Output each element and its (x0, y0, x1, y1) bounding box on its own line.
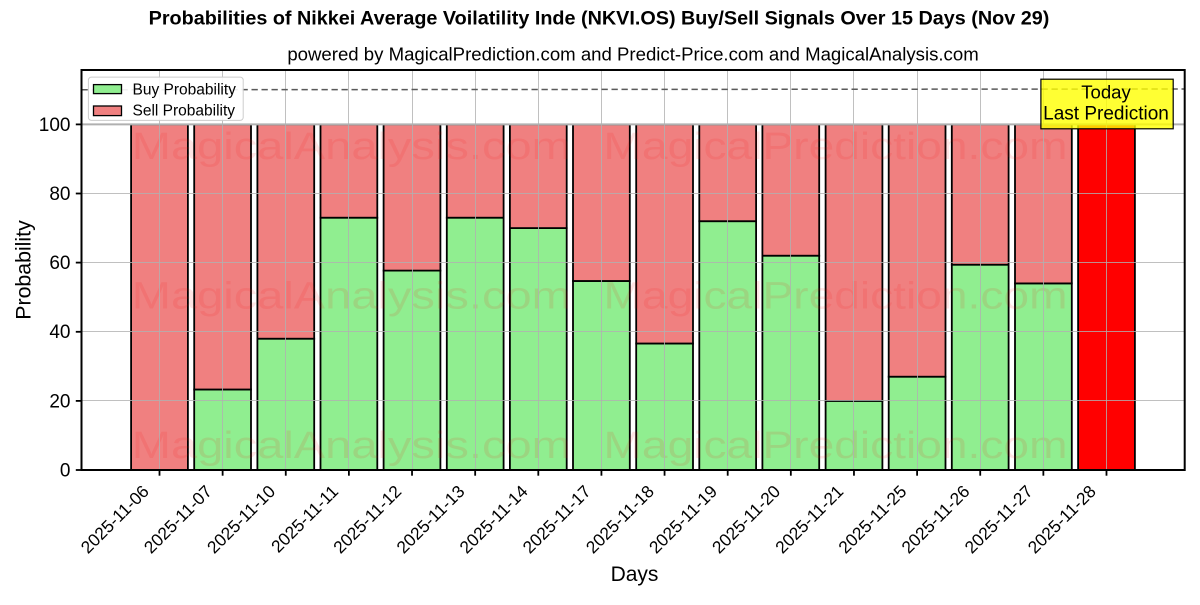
svg-text:20: 20 (49, 391, 70, 412)
svg-text:MagicalAnalysis.com: MagicalAnalysis.com (132, 126, 571, 168)
svg-text:40: 40 (49, 322, 70, 343)
svg-text:100: 100 (39, 115, 71, 136)
svg-text:Today: Today (1081, 81, 1131, 102)
svg-text:Days: Days (611, 563, 659, 586)
svg-text:MagicalPrediction.com: MagicalPrediction.com (604, 425, 1068, 467)
svg-text:MagicalAnalysis.com: MagicalAnalysis.com (132, 425, 571, 467)
svg-text:80: 80 (49, 184, 70, 205)
svg-text:Probabilities of Nikkei Averag: Probabilities of Nikkei Average Voilatil… (149, 8, 1050, 30)
svg-text:Buy Probability: Buy Probability (133, 81, 237, 98)
svg-text:MagicalPrediction.com: MagicalPrediction.com (604, 126, 1068, 168)
svg-text:60: 60 (49, 253, 70, 274)
svg-text:Sell Probability: Sell Probability (133, 103, 236, 120)
svg-text:0: 0 (60, 460, 71, 481)
svg-text:Probability: Probability (12, 220, 36, 320)
svg-text:powered by MagicalPrediction.c: powered by MagicalPrediction.com and Pre… (287, 44, 978, 65)
svg-text:MagicalAnalysis.com: MagicalAnalysis.com (132, 276, 571, 318)
svg-text:MagicalPrediction.com: MagicalPrediction.com (604, 276, 1068, 318)
svg-text:Last Prediction: Last Prediction (1043, 104, 1169, 125)
